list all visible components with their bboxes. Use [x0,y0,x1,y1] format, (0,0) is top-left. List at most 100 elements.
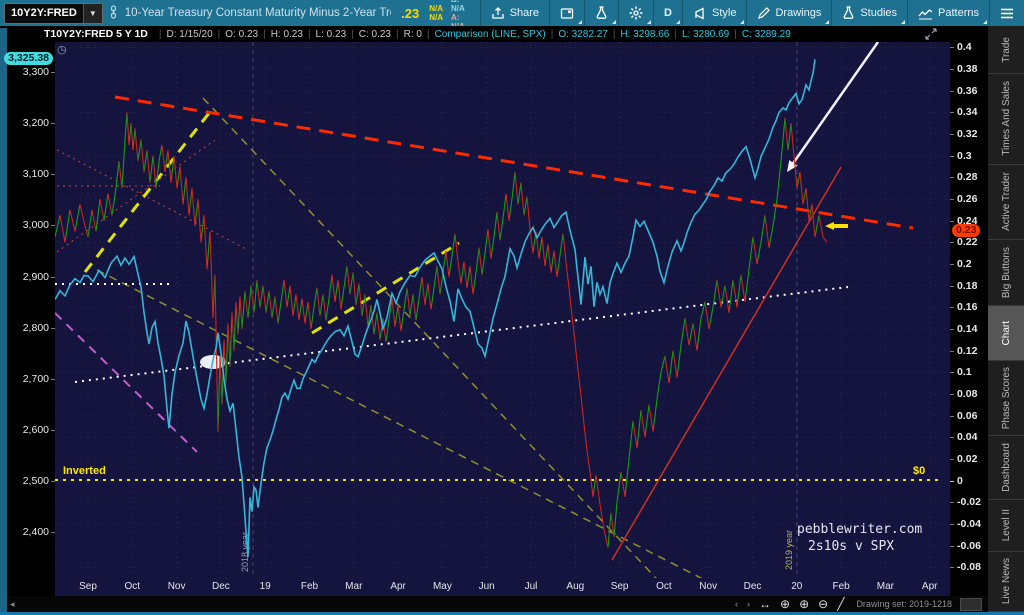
right-axis-tick: 0.4 [957,41,972,54]
symbol-dropdown-caret-icon[interactable]: ▼ [82,3,102,23]
patterns-button[interactable]: Patterns [907,0,989,26]
sidebar-tab-big-buttons[interactable]: Big Buttons [988,240,1024,307]
sidebar-tab-level-ii[interactable]: Level II [988,500,1024,552]
sidebar-tab-times-and-sales[interactable]: Times And Sales [988,74,1024,165]
share-icon [491,6,505,20]
tick-mark [950,90,954,92]
scroll-left-icon[interactable]: ‹ [735,599,739,609]
comparison-label: Comparison (LINE, SPX) [434,28,546,40]
pencil-icon [757,6,771,20]
left-axis-tick: 3,300 [22,66,49,79]
symbol-input[interactable]: 10Y2Y:FRED ▼ [4,2,103,24]
time-axis-label: Dec [743,581,762,592]
time-axis-label: Jun [478,581,495,592]
red-dotted-2 [56,139,216,253]
tick-mark [950,155,954,157]
quick-study-button[interactable] [584,0,618,26]
zoom-in-icon[interactable]: ⊕ [799,597,810,611]
notification-icon [560,7,574,20]
red-downtrend-main [114,95,914,230]
ohlc-status-row: T10Y2Y:FRED 5 Y 1D | D: 1/15/20 | O: 0.23 … [0,26,988,42]
left-panel-edge[interactable] [0,28,7,612]
sidebar-tab-phase-scores[interactable]: Phase Scores [988,361,1024,437]
left-axis-tick: 2,400 [22,526,49,538]
right-axis-tick: 0.06 [957,409,978,422]
tick-mark [51,225,55,227]
tick-mark [950,437,954,439]
sidebar-tab-dashboard[interactable]: Dashboard [988,436,1024,501]
chart-canvas[interactable]: Inverted $0 pebblewriter.com 2s10s v SPX 201… [55,42,950,578]
left-price-axis[interactable]: 3,300 3,200 3,100 3,000 2,900 2,800 2,700 2,600… [4,42,55,612]
inverted-label: Inverted [63,465,106,477]
toolbar-buttons: Share D Style [479,0,1024,26]
alert-clock-icon[interactable]: ◷ [57,44,67,56]
time-axis-label: Apr [921,581,938,592]
chart-toolbar: 10Y2Y:FRED ▼ 10-Year Treasury Constant M… [0,0,1024,31]
white-arrow-head [787,160,798,172]
year-label-2019: 2019 year [784,530,794,570]
drawings: Inverted $0 pebblewriter.com 2s10s v SPX 201… [55,42,940,578]
style-button[interactable]: Style [682,0,746,26]
studies-button[interactable]: Studies [831,0,907,26]
time-axis-label: Feb [300,581,319,592]
tick-mark [950,112,954,114]
right-axis-tick: 0.08 [957,387,978,400]
sidebar-tab-trade[interactable]: Trade [988,26,1024,74]
year-label-2018: 2018 year [240,532,250,572]
drawing-set-label[interactable]: Drawing set: 2019-1218 [856,599,952,609]
white-dotted-support [74,286,849,383]
grid [55,42,950,578]
drawings-button[interactable]: Drawings [746,0,831,26]
time-axis-label: Sep [79,581,97,592]
tick-mark [51,327,55,329]
left-axis-tick: 2,800 [22,321,49,334]
olive-downtrend-long [96,269,703,578]
tick-mark [950,177,954,179]
left-axis-tick: 3,000 [22,219,49,232]
tick-mark [950,393,954,395]
red-solid-uptrend [611,166,842,561]
toolbar-menu-button[interactable] [989,0,1024,26]
crosshair-icon[interactable]: ⊕ [780,597,791,611]
sidebar-tab-live-news[interactable]: Live News [988,552,1024,613]
tick-mark [51,174,55,176]
left-axis-tick: 3,100 [22,168,49,181]
left-axis-last-price-badge: 3,325.38 [4,52,53,66]
yellow-uptrend-left [83,107,215,273]
right-axis-tick: 0.22 [957,236,978,249]
right-axis-tick: 0.04 [957,431,978,444]
time-axis-label: May [432,581,452,592]
time-axis-label: Jul [524,581,538,592]
drawing-set-button[interactable] [960,597,982,611]
instrument-title: 10-Year Treasury Constant Maturity Minus… [124,7,391,19]
sidebar-tab-chart[interactable]: Chart [988,306,1024,362]
notification-button[interactable] [549,0,584,26]
time-axis[interactable]: Sep Oct Nov Dec 19 Feb Mar Apr May Jun Jul Aug Sep Oc… [55,578,950,596]
last-value: .23 [401,5,420,21]
draw-line-icon[interactable]: ╱ [837,597,845,611]
share-button[interactable]: Share [479,0,549,26]
time-axis-label: 19 [259,581,271,592]
window-bottom-edge [0,612,1024,615]
time-axis-label: Nov [699,581,718,592]
tick-mark [950,47,954,49]
symbol-link-icon[interactable] [109,4,118,22]
olive-downtrend-steep [202,97,657,578]
tick-mark [51,480,55,482]
zoom-out-icon[interactable]: ⊖ [818,597,829,611]
chart-nav-controls: ‹ › ↔ ⊕ ⊕ ⊖ ╱ [735,597,844,611]
tick-mark [950,263,954,265]
magenta-trendline [55,312,198,453]
chart-bottom-bar: ◂ ‹ › ↔ ⊕ ⊕ ⊖ ╱ Drawing set: 2019-1218 [7,596,988,612]
collapse-left-icon[interactable]: ◂ [10,598,15,609]
right-axis-tick: 0.12 [957,344,978,357]
settings-button[interactable] [618,0,653,26]
chart-plot-area[interactable]: Inverted $0 pebblewriter.com 2s10s v SPX 201… [55,42,950,596]
scroll-right-icon[interactable]: › [747,599,751,609]
pan-icon[interactable]: ↔ [759,597,772,611]
sidebar-tab-active-trader[interactable]: Active Trader [988,165,1024,240]
restore-panel-icon[interactable] [925,28,937,43]
timeframe-button[interactable]: D [653,0,682,26]
right-value-axis[interactable]: 0.4 0.38 0.36 0.34 0.32 0.3 0.28 0.26 0.24 0.22 0.… [950,41,988,612]
tick-mark [950,307,954,309]
